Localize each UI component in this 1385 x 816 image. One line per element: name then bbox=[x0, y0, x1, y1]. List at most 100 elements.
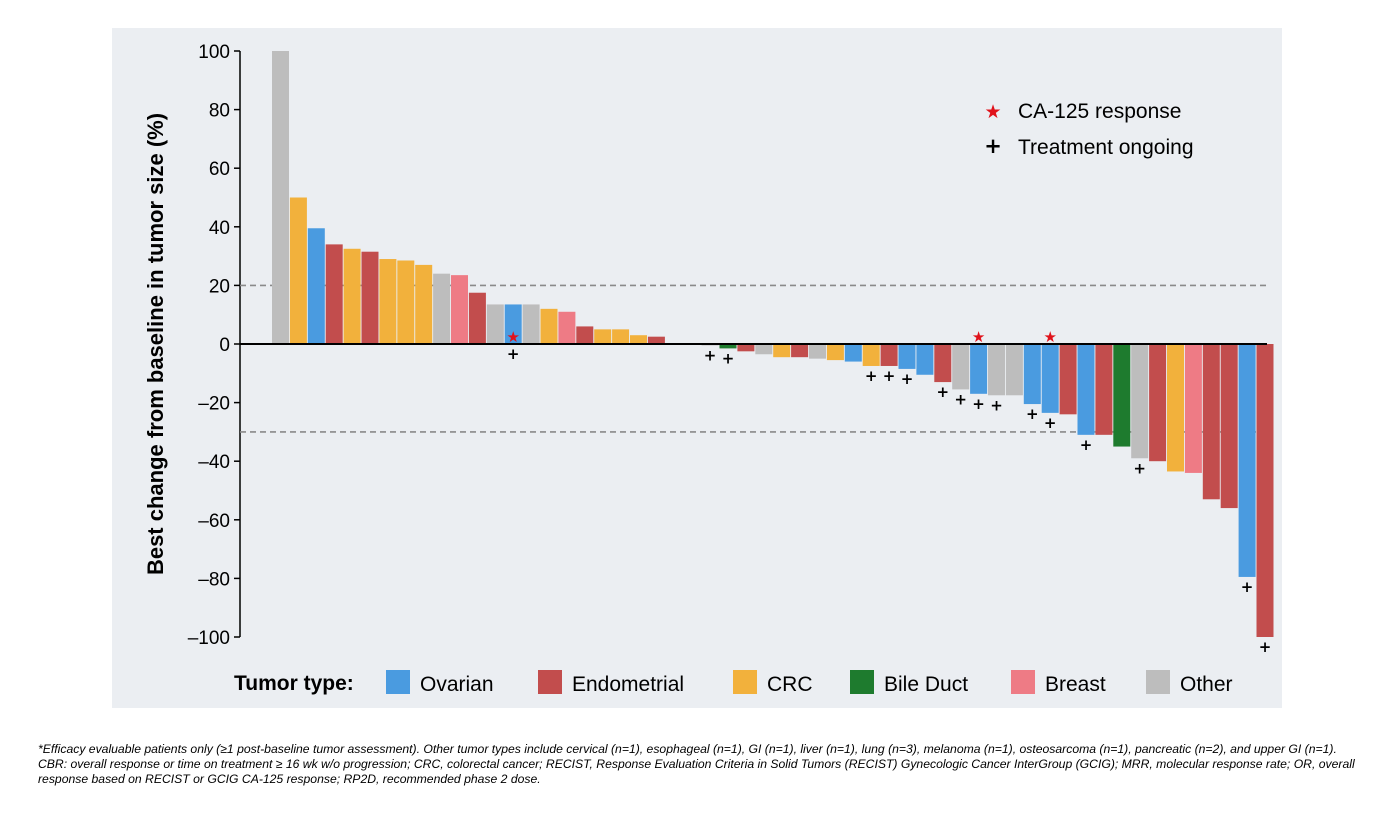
bar bbox=[576, 326, 594, 344]
legend-swatch bbox=[733, 670, 757, 694]
bar bbox=[468, 292, 486, 344]
ongoing-plus-marker: + bbox=[1133, 459, 1146, 477]
bar bbox=[862, 344, 880, 366]
ongoing-plus-marker: + bbox=[901, 370, 914, 388]
bar bbox=[272, 51, 289, 344]
y-tick-label: –60 bbox=[198, 511, 230, 532]
bar bbox=[1005, 344, 1023, 396]
ongoing-plus-marker: + bbox=[1259, 638, 1272, 656]
bar bbox=[844, 344, 862, 362]
bar bbox=[433, 273, 451, 344]
bar bbox=[343, 248, 361, 344]
bar bbox=[1077, 344, 1095, 435]
bar bbox=[1149, 344, 1167, 462]
bar bbox=[1184, 344, 1202, 473]
bar bbox=[415, 264, 433, 344]
bar bbox=[809, 344, 826, 359]
ongoing-plus-marker: + bbox=[865, 367, 878, 385]
bar bbox=[1113, 344, 1131, 447]
bar bbox=[1202, 344, 1220, 500]
bar bbox=[307, 228, 325, 344]
ca125-legend-label: CA-125 response bbox=[1018, 100, 1181, 123]
y-tick-label: 0 bbox=[219, 335, 230, 356]
bar bbox=[486, 304, 504, 344]
ongoing-plus-marker: + bbox=[937, 383, 950, 401]
bar bbox=[970, 344, 988, 394]
ongoing-plus-marker: + bbox=[1241, 578, 1254, 596]
bar bbox=[504, 304, 522, 344]
bar bbox=[1220, 344, 1238, 509]
ongoing-plus-marker: + bbox=[722, 349, 735, 367]
bar bbox=[1059, 344, 1077, 415]
y-tick-label: 100 bbox=[198, 42, 230, 63]
ongoing-plus-marker: + bbox=[990, 396, 1003, 414]
ongoing-plus-marker: + bbox=[954, 390, 967, 408]
bar bbox=[558, 311, 576, 344]
bar bbox=[630, 335, 647, 344]
bar bbox=[1238, 344, 1256, 577]
ongoing-plus-marker: + bbox=[1026, 405, 1039, 423]
bar bbox=[1041, 344, 1059, 413]
bar bbox=[1023, 344, 1041, 405]
legend-label: CRC bbox=[767, 673, 813, 696]
y-tick-label: –80 bbox=[198, 569, 230, 590]
ca125-star-marker: ★ bbox=[1043, 328, 1056, 346]
ongoing-plus-marker: + bbox=[1080, 436, 1093, 454]
ca125-star-marker: ★ bbox=[972, 328, 985, 346]
legend-title: Tumor type: bbox=[234, 672, 354, 695]
chart-panel: 100 80 60 40 20 0 –20 –40 –60 –80 –100 Best change … bbox=[112, 28, 1282, 708]
bar bbox=[880, 344, 898, 366]
ongoing-plus-marker: + bbox=[972, 395, 985, 413]
bar bbox=[522, 304, 540, 344]
bar bbox=[773, 344, 791, 358]
bar bbox=[934, 344, 952, 383]
bar bbox=[737, 344, 755, 352]
bar bbox=[361, 251, 379, 344]
bar bbox=[289, 197, 307, 344]
y-tick-label: –100 bbox=[188, 628, 230, 649]
bar bbox=[988, 344, 1005, 396]
ongoing-legend-label: Treatment ongoing bbox=[1018, 136, 1194, 159]
bar bbox=[397, 260, 415, 344]
bar bbox=[719, 344, 737, 349]
ongoing-plus-marker: + bbox=[704, 346, 717, 364]
bar bbox=[647, 336, 665, 344]
ongoing-plus-marker: + bbox=[883, 367, 896, 385]
y-tick-label: –20 bbox=[198, 394, 230, 415]
bar bbox=[1167, 344, 1184, 472]
bar bbox=[540, 308, 558, 344]
ongoing-plus-marker: + bbox=[1044, 414, 1057, 432]
bar bbox=[916, 344, 934, 375]
bar bbox=[594, 329, 612, 344]
legend-swatch bbox=[386, 670, 410, 694]
bar bbox=[612, 329, 630, 344]
legend-label: Other bbox=[1180, 673, 1233, 696]
legend-label: Bile Duct bbox=[884, 673, 968, 696]
bar bbox=[1256, 344, 1274, 637]
legend-swatch bbox=[538, 670, 562, 694]
legend-swatch bbox=[1011, 670, 1035, 694]
ca125-legend-icon: ★ bbox=[984, 101, 1001, 123]
legend-swatch bbox=[850, 670, 874, 694]
ongoing-legend-icon: + bbox=[984, 134, 1002, 158]
legend-label: Breast bbox=[1045, 673, 1106, 696]
bar bbox=[1095, 344, 1113, 435]
y-tick-label: 40 bbox=[209, 218, 230, 239]
y-tick-label: 20 bbox=[209, 276, 230, 297]
bar bbox=[898, 344, 916, 369]
bar bbox=[826, 344, 844, 361]
bar bbox=[755, 344, 773, 355]
legend-label: Ovarian bbox=[420, 673, 494, 696]
bar bbox=[952, 344, 970, 390]
waterfall-chart: 100 80 60 40 20 0 –20 –40 –60 –80 –100 Best change … bbox=[143, 42, 1274, 696]
y-axis-title: Best change from baseline in tumor size … bbox=[143, 113, 168, 575]
y-tick-label: 80 bbox=[209, 101, 230, 122]
bar bbox=[325, 244, 343, 344]
bar bbox=[1131, 344, 1149, 459]
y-tick-label: –40 bbox=[198, 452, 230, 473]
ca125-star-marker: ★ bbox=[506, 328, 519, 346]
y-tick-label: 60 bbox=[209, 159, 230, 180]
legend-label: Endometrial bbox=[572, 673, 684, 696]
bar bbox=[379, 259, 397, 344]
ongoing-plus-marker: + bbox=[507, 345, 520, 363]
